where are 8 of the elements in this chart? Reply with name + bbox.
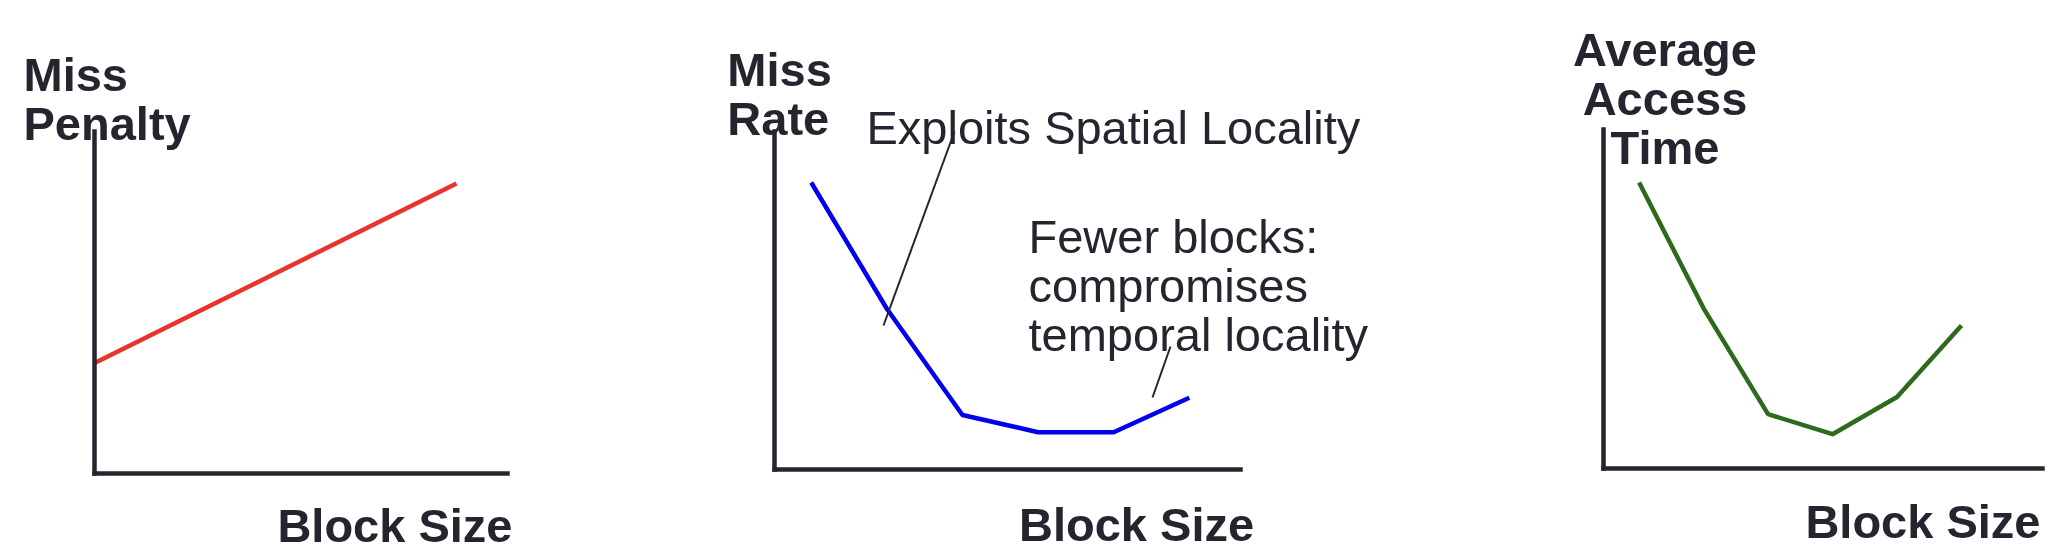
- y-axis-title: Miss Rate: [727, 43, 832, 145]
- x-axis-title: Block Size: [277, 499, 513, 550]
- y-axis-title: Average Access Time: [1573, 23, 1757, 174]
- x-axis-title: Block Size: [1019, 498, 1255, 550]
- y-axis-title: Miss Penalty: [23, 48, 191, 150]
- x-axis-title: Block Size: [1805, 495, 2041, 548]
- text: Exploits Spatial Locality: [866, 101, 1361, 154]
- annotation: Fewer blocks: compromises temporal locality: [1028, 210, 1369, 361]
